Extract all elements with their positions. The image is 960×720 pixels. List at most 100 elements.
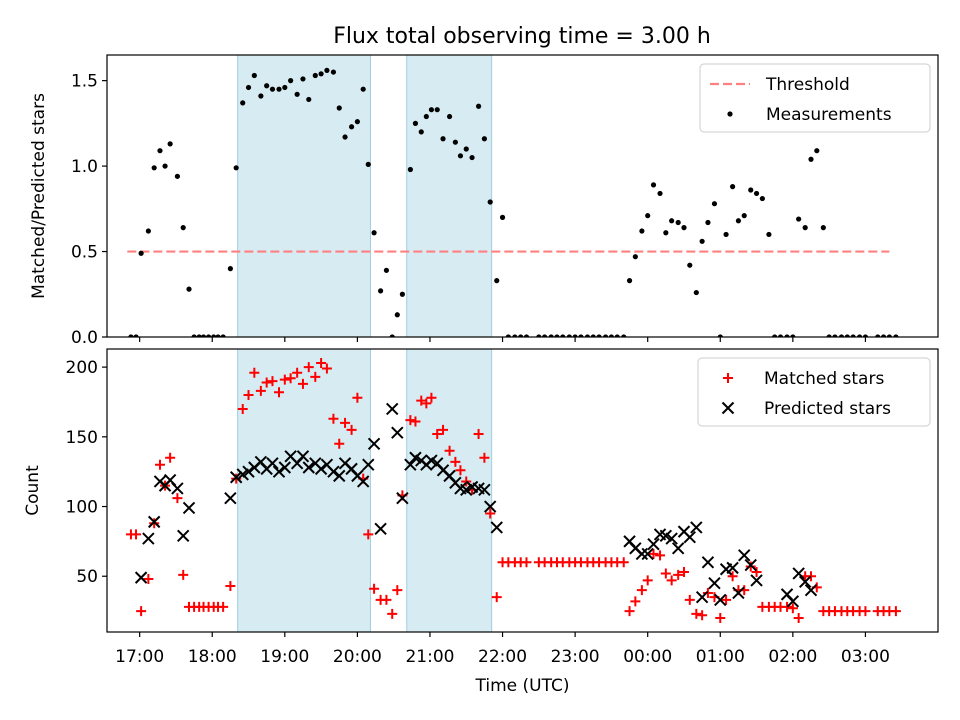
series-predicted-stars [134, 402, 818, 608]
matched-point [328, 413, 339, 424]
y-tick-label: 0.5 [71, 243, 98, 263]
measurement-point [481, 136, 487, 142]
matched-point [255, 385, 266, 396]
measurement-point [657, 190, 663, 197]
measurement-point [645, 213, 651, 219]
axes-frame [106, 54, 939, 338]
x-tick-label: 23:00 [551, 647, 600, 667]
legend: Matched stars Predicted stars [697, 357, 931, 427]
matched-point [673, 569, 684, 580]
chart-title: Flux total observing time = 3.00 h [333, 24, 711, 49]
measurement-point [826, 334, 832, 337]
axes-frame [106, 348, 939, 633]
matched-point [666, 575, 677, 586]
measurement-point [499, 214, 506, 220]
measurement-point [650, 182, 657, 188]
measurement-point [717, 334, 723, 337]
top-panel: 0.0 0.5 1.0 1.5 Matched/Predicted stars Thres… [29, 54, 939, 348]
matched-point [340, 417, 351, 428]
measurement-point [336, 105, 342, 111]
predicted-point [296, 450, 310, 463]
predicted-point [142, 532, 155, 545]
measurement-point [554, 334, 560, 337]
measurement-point [766, 231, 772, 238]
measurement-point [133, 334, 139, 337]
measurement-point [494, 278, 500, 284]
predicted-point [750, 574, 763, 587]
predicted-point [708, 576, 721, 590]
matched-point [450, 456, 461, 467]
measurement-point [862, 334, 869, 337]
matched-point [369, 583, 380, 594]
measurement-point [639, 228, 645, 234]
matched-point [727, 571, 738, 582]
measurement-point [735, 218, 742, 224]
predicted-point [792, 567, 805, 580]
measurement-point [174, 173, 180, 179]
predicted-point [242, 465, 255, 478]
measurement-point [300, 76, 306, 82]
measurement-point [730, 184, 736, 190]
measurement-point [258, 93, 264, 99]
matched-point [618, 557, 629, 568]
series-measurements [128, 67, 899, 337]
predicted-point [738, 549, 751, 562]
measurement-point [608, 334, 615, 337]
matched-point [787, 603, 798, 614]
matched-point [297, 378, 308, 389]
predicted-point [278, 461, 292, 474]
predicted-point [302, 461, 315, 474]
measurement-point [590, 334, 596, 337]
measurement-point [463, 146, 469, 152]
matched-point [751, 567, 762, 578]
measurement-point [276, 86, 282, 92]
predicted-point [690, 521, 703, 534]
measurement-point [200, 334, 207, 337]
predicted-point [726, 561, 739, 575]
predicted-point [327, 465, 340, 478]
measurement-point [844, 334, 850, 337]
measurement-point [614, 334, 620, 337]
predicted-point [182, 501, 196, 515]
measurement-point [475, 103, 482, 109]
matched-point [218, 601, 229, 612]
y-tick-label: 50 [76, 567, 98, 587]
measurement-point [880, 334, 887, 337]
matched-point [702, 587, 713, 598]
predicted-point [490, 521, 503, 534]
predicted-point [224, 491, 237, 505]
matched-point [521, 557, 532, 568]
measurement-point [857, 334, 863, 337]
measurement-point [663, 230, 669, 236]
y-tick-label: 200 [66, 358, 98, 378]
legend-predicted-swatch [721, 401, 735, 415]
measurement-point [669, 218, 675, 224]
measurement-point [632, 254, 638, 260]
measurement-point [578, 334, 584, 337]
measurement-point [324, 67, 330, 73]
matched-point [461, 476, 472, 487]
predicted-point [266, 457, 279, 470]
matched-point [721, 594, 732, 605]
shaded-interval-0 [237, 54, 371, 338]
measurement-point [312, 72, 318, 79]
measurement-point [394, 312, 400, 318]
matched-point [624, 606, 635, 617]
matched-point [310, 371, 321, 382]
matched-point [225, 580, 236, 591]
matched-point [426, 392, 437, 403]
measurement-point [371, 230, 377, 236]
measurement-point [389, 334, 395, 337]
measurement-point [196, 334, 202, 337]
measurement-point [886, 334, 892, 337]
matched-point [473, 429, 484, 440]
matched-point [715, 613, 726, 624]
matched-point [387, 608, 398, 619]
predicted-point [671, 542, 685, 555]
measurement-point [814, 148, 820, 154]
predicted-point [396, 491, 409, 505]
measurement-point [784, 334, 790, 337]
matched-point [678, 567, 689, 578]
predicted-point [367, 437, 381, 451]
measurement-point [354, 119, 360, 125]
